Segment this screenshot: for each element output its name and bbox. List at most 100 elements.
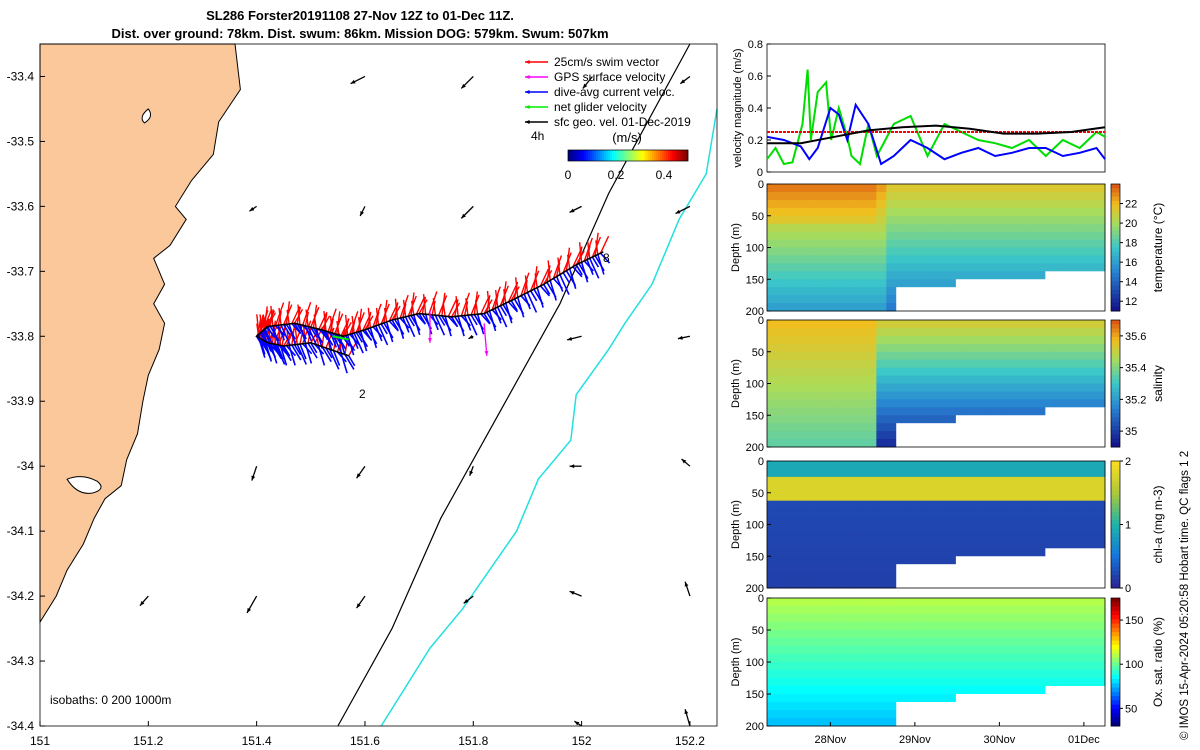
heatmap-cell <box>1065 247 1076 256</box>
heatmap-cell <box>767 694 778 703</box>
heatmap-cell <box>806 476 818 486</box>
heatmap-cell <box>816 399 828 408</box>
swim-vector <box>599 235 610 254</box>
heatmap-colorbar-cell <box>1111 717 1120 723</box>
heatmap-cell <box>1025 199 1036 209</box>
heatmap-cell <box>776 540 788 549</box>
heatmap-cell <box>1045 564 1056 573</box>
heatmap-cell <box>985 343 997 353</box>
heatmap-cell <box>1095 638 1106 647</box>
heatmap-cell <box>936 231 947 241</box>
heatmap-cell <box>945 199 957 209</box>
heatmap-cell <box>836 461 848 470</box>
heatmap-cell <box>866 524 877 533</box>
heatmap-cell <box>985 207 997 217</box>
heatmap-cell <box>846 598 857 607</box>
heatmap-colorbar-cell <box>1111 683 1120 689</box>
heatmap-cell <box>926 199 937 209</box>
heatmap-cell <box>796 614 808 623</box>
heatmap-cell <box>906 678 917 687</box>
map-colorbar-cell <box>584 150 587 161</box>
heatmap-cell <box>796 367 808 377</box>
heatmap-cell <box>985 431 997 440</box>
heatmap-cell <box>776 654 788 663</box>
heatmap-colorbar-cell <box>1111 324 1120 329</box>
heatmap-cell <box>786 351 798 361</box>
swim-vector <box>285 328 296 347</box>
heatmap-cell <box>955 654 967 663</box>
heatmap-cell <box>1005 622 1017 631</box>
heatmap-cell <box>856 263 867 272</box>
heatmap-cell <box>866 359 877 369</box>
heatmap-cell <box>945 263 957 272</box>
heatmap-cell <box>796 207 808 217</box>
map-xtick-label: 151.6 <box>350 734 380 748</box>
heatmap-cell <box>776 343 788 353</box>
heatmap-cell <box>856 524 867 533</box>
heatmap-cell <box>1025 215 1036 225</box>
heatmap-cell <box>965 255 977 264</box>
heatmap-cell <box>796 199 808 209</box>
heatmap-cell <box>806 351 818 361</box>
heatmap-cell <box>1025 335 1036 345</box>
current-vector <box>280 324 291 346</box>
heatmap-cell <box>1065 335 1076 345</box>
heatmap-cell <box>786 223 798 233</box>
heatmap-cell <box>866 439 877 448</box>
heatmap-cell <box>786 415 798 424</box>
heatmap-colorbar-cell <box>1111 602 1120 608</box>
heatmap-cell <box>1065 484 1076 494</box>
heatmap-cell <box>806 279 818 288</box>
heatmap-cell <box>926 343 937 353</box>
heatmap-cell <box>926 320 937 329</box>
heatmap-cell <box>856 295 867 304</box>
heatmap-cell <box>786 320 798 329</box>
heatmap-cell <box>1005 468 1017 478</box>
map-colorbar-cell <box>672 150 675 161</box>
heatmap-cell <box>926 710 937 719</box>
heatmap-cell <box>786 271 798 280</box>
heatmap-cell <box>1025 184 1036 193</box>
heatmap-cell <box>965 431 977 440</box>
heatmap-cell <box>866 468 877 478</box>
heatmap-cell <box>1095 710 1106 719</box>
heatmap-cell <box>1085 367 1096 377</box>
heatmap-colorbar-cell <box>1111 226 1120 232</box>
heatmap-cell <box>826 279 838 288</box>
heatmap-cell <box>965 279 977 288</box>
heatmap-cell <box>896 320 907 329</box>
heatmap-cell <box>995 580 1007 589</box>
heatmap-cell <box>975 484 987 494</box>
heatmap-cell <box>975 614 987 623</box>
heatmap-cell <box>965 367 977 377</box>
heatmap-cell <box>816 215 828 225</box>
heatmap-cell <box>1035 532 1046 541</box>
heatmap-cell <box>1025 239 1036 248</box>
current-vector <box>588 258 600 279</box>
heatmap-cell <box>846 606 857 615</box>
heatmap-cell <box>826 231 838 241</box>
heatmap-cell <box>985 572 997 581</box>
heatmap-cell <box>776 694 788 703</box>
heatmap-cell <box>965 423 977 432</box>
heatmap-cell <box>985 638 997 647</box>
heatmap-cell <box>965 670 977 679</box>
heatmap-cell <box>926 670 937 679</box>
heatmap-cell <box>965 215 977 225</box>
heatmap-cell <box>856 184 867 193</box>
time-xtick-label: 29Nov <box>899 734 931 746</box>
map-colorbar-cell <box>614 150 617 161</box>
heatmap-cell <box>886 670 897 679</box>
heatmap-cell <box>1095 263 1106 272</box>
heatmap-cell <box>1085 231 1096 241</box>
heatmap-cell <box>876 468 887 478</box>
heatmap-cell <box>1085 572 1096 581</box>
heatmap-cell <box>975 532 987 541</box>
heatmap-cell <box>826 320 838 329</box>
map-colorbar-cell <box>594 150 597 161</box>
heatmap-cell <box>826 295 838 304</box>
heatmap-cell <box>945 343 957 353</box>
heatmap-cell <box>876 702 887 711</box>
heatmap-cell <box>856 638 867 647</box>
geo-velocity-arrow <box>249 205 258 212</box>
